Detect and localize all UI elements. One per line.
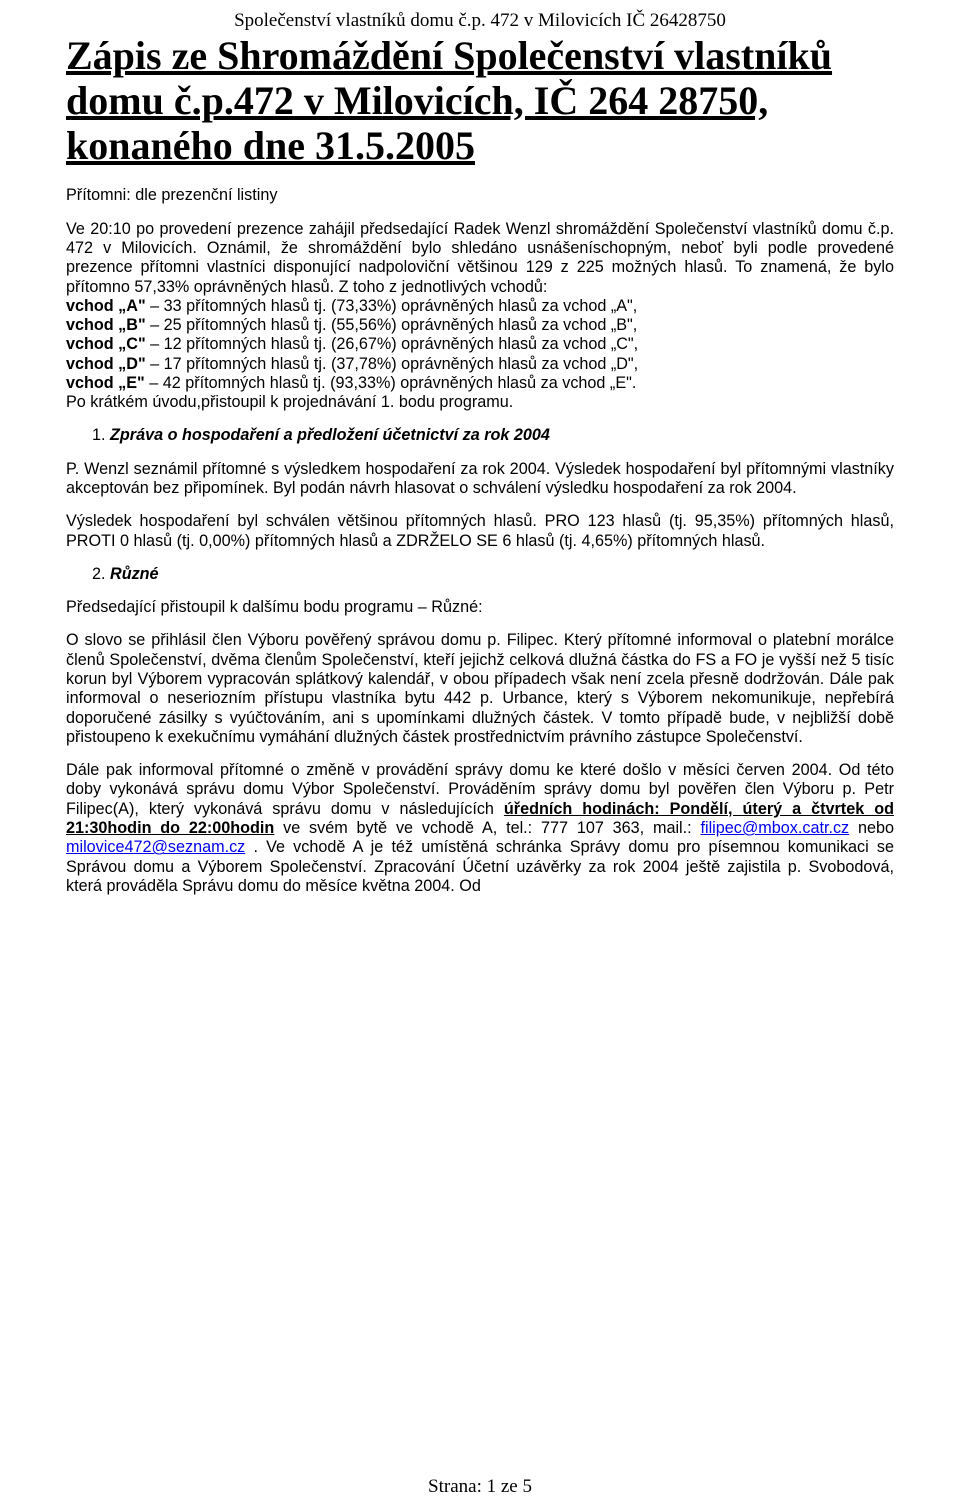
- section2-p3-c: nebo: [849, 819, 894, 837]
- agenda-item-1: Zpráva o hospodaření a předložení účetni…: [110, 426, 894, 445]
- vchod-text: – 25 přítomných hlasů tj. (55,56%) opráv…: [146, 316, 638, 334]
- vchod-label: vchod „C": [66, 335, 146, 353]
- section2-p3: Dále pak informoval přítomné o změně v p…: [66, 761, 894, 896]
- vchod-list: vchod „A" – 33 přítomných hlasů tj. (73,…: [66, 297, 894, 393]
- intro-paragraph: Ve 20:10 po provedení prezence zahájil p…: [66, 220, 894, 297]
- section1-p2: Výsledek hospodaření byl schválen většin…: [66, 512, 894, 551]
- vchod-text: – 33 přítomných hlasů tj. (73,33%) opráv…: [146, 297, 638, 315]
- section2-p3-b: ve svém bytě ve vchodě A, tel.: 777 107 …: [274, 819, 700, 837]
- agenda-list: Zpráva o hospodaření a předložení účetni…: [66, 426, 894, 445]
- vchod-label: vchod „E": [66, 374, 145, 392]
- document-title: Zápis ze Shromáždění Společenství vlastn…: [66, 34, 894, 168]
- vchod-row: vchod „E" – 42 přítomných hlasů tj. (93,…: [66, 374, 894, 393]
- document-page: Společenství vlastníků domu č.p. 472 v M…: [0, 0, 960, 1512]
- section2-heading: Různé: [110, 565, 159, 583]
- page-footer: Strana: 1 ze 5: [0, 1476, 960, 1498]
- section2-p1: Předsedající přistoupil k dalšímu bodu p…: [66, 598, 894, 617]
- vchod-row: vchod „D" – 17 přítomných hlasů tj. (37,…: [66, 355, 894, 374]
- intro-close: Po krátkém úvodu,přistoupil k projednává…: [66, 393, 894, 412]
- vchod-label: vchod „A": [66, 297, 146, 315]
- section1-heading: Zpráva o hospodaření a předložení účetni…: [110, 426, 550, 444]
- vchod-text: – 42 přítomných hlasů tj. (93,33%) opráv…: [145, 374, 637, 392]
- vchod-row: vchod „C" – 12 přítomných hlasů tj. (26,…: [66, 335, 894, 354]
- email-link-1[interactable]: filipec@mbox.catr.cz: [700, 819, 849, 837]
- section1-p1: P. Wenzl seznámil přítomné s výsledkem h…: [66, 460, 894, 499]
- section2-p2: O slovo se přihlásil člen Výboru pověřen…: [66, 631, 894, 747]
- vchod-label: vchod „B": [66, 316, 146, 334]
- agenda-item-2: Různé: [110, 565, 894, 584]
- vchod-label: vchod „D": [66, 355, 146, 373]
- email-link-2[interactable]: milovice472@seznam.cz: [66, 838, 245, 856]
- agenda-list-2: Různé: [66, 565, 894, 584]
- vchod-row: vchod „B" – 25 přítomných hlasů tj. (55,…: [66, 316, 894, 335]
- attendance-line: Přítomni: dle prezenční listiny: [66, 186, 894, 205]
- vchod-row: vchod „A" – 33 přítomných hlasů tj. (73,…: [66, 297, 894, 316]
- page-header: Společenství vlastníků domu č.p. 472 v M…: [66, 10, 894, 32]
- vchod-text: – 17 přítomných hlasů tj. (37,78%) opráv…: [146, 355, 639, 373]
- document-body: Přítomni: dle prezenční listiny Ve 20:10…: [66, 186, 894, 896]
- vchod-text: – 12 přítomných hlasů tj. (26,67%) opráv…: [146, 335, 639, 353]
